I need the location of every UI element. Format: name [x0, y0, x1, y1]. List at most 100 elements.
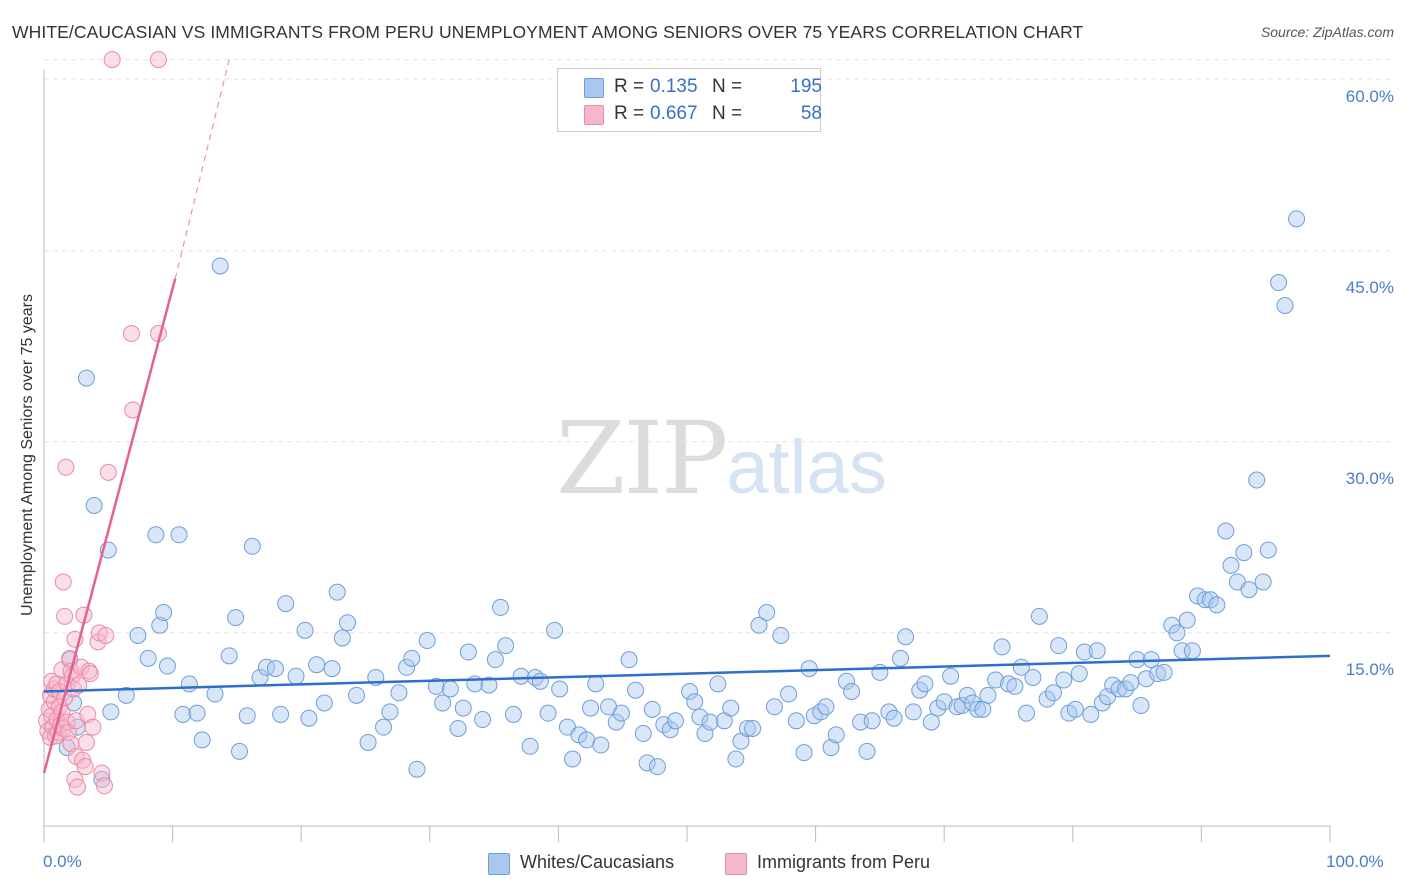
whites-point-93 [691, 708, 709, 726]
whites-point-105 [765, 698, 783, 716]
whites-point-8 [102, 703, 120, 721]
whites-point-130 [929, 699, 947, 717]
whites-point-139 [979, 686, 997, 704]
whites-point-187 [1270, 274, 1288, 292]
whites-point-150 [1050, 637, 1068, 655]
whites-point-155 [1075, 643, 1093, 661]
whites-point-107 [780, 685, 798, 703]
whites-point-20 [193, 731, 211, 749]
whites-point-173 [1178, 611, 1196, 629]
whites-point-153 [1066, 700, 1084, 718]
whites-point-84 [634, 725, 652, 743]
whites-point-168 [1149, 665, 1167, 683]
legend-swatch-peru [584, 105, 604, 125]
peru-trend-extension [174, 59, 230, 279]
whites-point-3 [68, 718, 86, 736]
whites-point-65 [512, 667, 530, 685]
whites-point-180 [1222, 556, 1240, 574]
whites-point-29 [257, 658, 275, 676]
whites-point-73 [564, 750, 582, 768]
whites-point-5 [85, 497, 103, 514]
whites-point-188 [1276, 296, 1294, 314]
whites-point-80 [607, 713, 625, 731]
y-axis-label: Unemployment Among Seniors over 75 years [19, 294, 36, 616]
whites-point-51 [418, 632, 436, 650]
whites-point-114 [822, 739, 840, 757]
whites-point-60 [480, 676, 498, 694]
whites-point-43 [359, 733, 377, 751]
whites-point-113 [817, 698, 835, 716]
series-peru-points [38, 51, 167, 796]
whites-point-35 [300, 709, 318, 727]
whites-point-182 [1235, 544, 1253, 562]
whites-point-83 [627, 681, 645, 699]
legend-swatch-whites [584, 78, 604, 98]
whites-point-123 [885, 709, 903, 727]
whites-point-61 [486, 651, 504, 669]
whites-point-90 [666, 712, 684, 730]
whites-point-18 [180, 675, 198, 693]
whites-point-31 [272, 705, 290, 723]
whites-point-121 [871, 663, 889, 681]
whites-point-53 [434, 694, 452, 712]
whites-point-96 [709, 675, 727, 693]
whites-point-131 [935, 693, 953, 711]
whites-point-119 [858, 742, 876, 760]
whites-point-15 [158, 657, 176, 675]
whites-point-85 [638, 754, 656, 772]
whites-point-21 [206, 685, 224, 703]
peru-point-43 [79, 705, 97, 723]
whites-point-146 [1024, 668, 1042, 686]
whites-point-48 [398, 658, 416, 676]
peru-point-37 [70, 676, 88, 694]
whites-point-132 [942, 667, 960, 685]
whites-point-38 [323, 660, 341, 678]
peru-point-45 [81, 665, 99, 683]
whites-point-163 [1122, 674, 1140, 692]
whites-point-185 [1254, 573, 1272, 591]
whites-point-164 [1128, 651, 1146, 669]
whites-point-54 [441, 680, 459, 698]
peru-point-42 [77, 733, 95, 751]
whites-point-69 [539, 704, 557, 722]
whites-point-71 [551, 680, 569, 698]
whites-point-92 [686, 693, 704, 711]
whites-point-145 [1018, 704, 1036, 722]
whites-point-186 [1259, 541, 1277, 559]
peru-point-57 [149, 51, 167, 69]
peru-point-51 [97, 626, 115, 644]
whites-point-63 [497, 637, 515, 655]
whites-point-140 [987, 671, 1005, 689]
whites-point-86 [643, 700, 661, 718]
whites-point-24 [227, 609, 245, 627]
whites-point-19 [188, 704, 206, 722]
whites-point-129 [922, 713, 940, 731]
whites-point-91 [681, 683, 699, 701]
trend-lines [42, 59, 1331, 774]
whites-point-11 [139, 649, 157, 667]
whites-point-99 [727, 750, 745, 768]
whites-point-81 [612, 704, 630, 722]
whites-point-101 [738, 719, 756, 737]
y-tick-label-60: 60.0% [1345, 87, 1394, 106]
whites-point-23 [220, 647, 238, 665]
whites-point-147 [1030, 607, 1048, 625]
whites-point-184 [1248, 471, 1266, 489]
whites-point-55 [449, 719, 467, 737]
whites-point-189 [1288, 210, 1306, 228]
whites-point-25 [230, 742, 248, 760]
whites-point-151 [1055, 671, 1073, 689]
whites-point-126 [904, 703, 922, 721]
whites-point-98 [722, 699, 740, 717]
whites-point-115 [827, 726, 845, 744]
whites-point-106 [772, 626, 790, 644]
chart-title: WHITE/CAUCASIAN VS IMMIGRANTS FROM PERU … [12, 22, 1084, 42]
peru-point-41 [76, 758, 94, 776]
whites-point-42 [347, 686, 365, 704]
whites-point-171 [1168, 624, 1186, 642]
whites-point-17 [174, 705, 192, 723]
whites-point-49 [403, 649, 421, 667]
whites-point-148 [1038, 690, 1056, 708]
whites-point-37 [315, 694, 333, 712]
peru-point-49 [93, 764, 111, 782]
